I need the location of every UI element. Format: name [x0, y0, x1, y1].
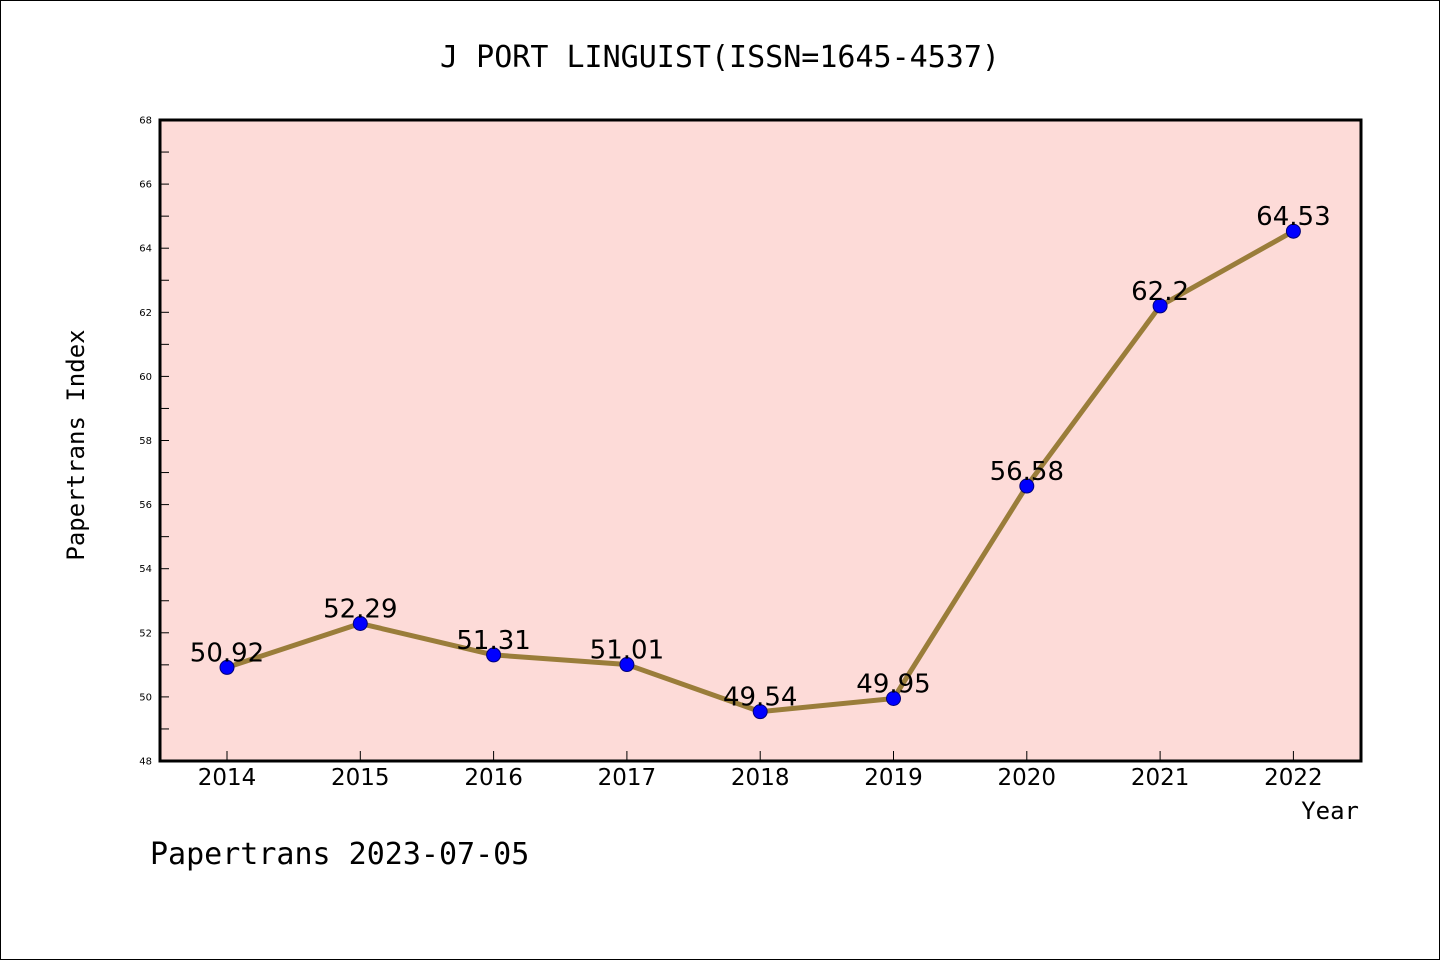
data-point — [1019, 478, 1035, 494]
y-tick-label: 68 — [139, 116, 152, 127]
y-tick-label: 48 — [139, 757, 152, 768]
plot-border — [158, 118, 1363, 763]
y-tick-label: 56 — [139, 500, 152, 511]
data-point — [886, 691, 901, 707]
footer-watermark: Papertrans 2023-07-05 — [150, 837, 529, 872]
data-labels: 50.92 52.29 51.31 51.01 49.54 49.95 56.58 62.2 6… — [190, 202, 1331, 712]
data-point — [1152, 298, 1168, 314]
x-tick-label: 2016 — [464, 765, 523, 791]
data-point — [352, 616, 368, 632]
data-points — [219, 223, 1301, 720]
y-tick-label: 60 — [139, 372, 152, 383]
data-point — [486, 647, 502, 663]
x-tick-label: 2014 — [198, 765, 257, 791]
y-axis-label: Papertrans Index — [62, 329, 90, 560]
data-point — [219, 659, 235, 675]
x-tick-label: 2015 — [331, 765, 390, 791]
x-axis: 2014 2015 2016 2017 2018 2019 2020 2021 2022 — [198, 751, 1323, 791]
x-tick-label: 2017 — [598, 765, 657, 791]
y-tick-label: 58 — [139, 436, 152, 447]
x-tick-label: 2022 — [1264, 765, 1323, 791]
data-point — [1285, 223, 1301, 239]
data-label: 51.31 — [456, 626, 530, 656]
data-label: 52.29 — [323, 595, 397, 625]
data-point — [752, 704, 768, 720]
x-tick-label: 2018 — [731, 765, 790, 791]
x-tick-label: 2021 — [1131, 765, 1190, 791]
x-tick-label: 2020 — [998, 765, 1057, 791]
data-label: 49.54 — [723, 683, 797, 713]
y-tick-label: 62 — [139, 308, 152, 319]
x-axis-label: Year — [1301, 797, 1359, 825]
y-tick-label: 66 — [139, 180, 152, 191]
plot-area — [160, 120, 1361, 761]
data-label: 50.92 — [190, 638, 264, 668]
x-tick-label: 2019 — [864, 765, 923, 791]
data-label: 62.2 — [1131, 277, 1189, 307]
data-label: 64.53 — [1256, 202, 1330, 232]
y-tick-label: 52 — [139, 628, 152, 639]
chart-title: J PORT LINGUIST(ISSN=1645-4537) — [440, 40, 1000, 75]
data-label: 51.01 — [590, 636, 664, 666]
data-label: 56.58 — [990, 457, 1064, 487]
y-axis: 48 50 52 54 56 58 60 62 64 66 68 — [139, 116, 169, 768]
data-point — [619, 657, 635, 673]
data-label: 49.95 — [856, 670, 930, 700]
y-tick-label: 54 — [139, 564, 152, 575]
y-tick-label: 50 — [139, 692, 152, 703]
y-tick-label: 64 — [139, 244, 152, 255]
